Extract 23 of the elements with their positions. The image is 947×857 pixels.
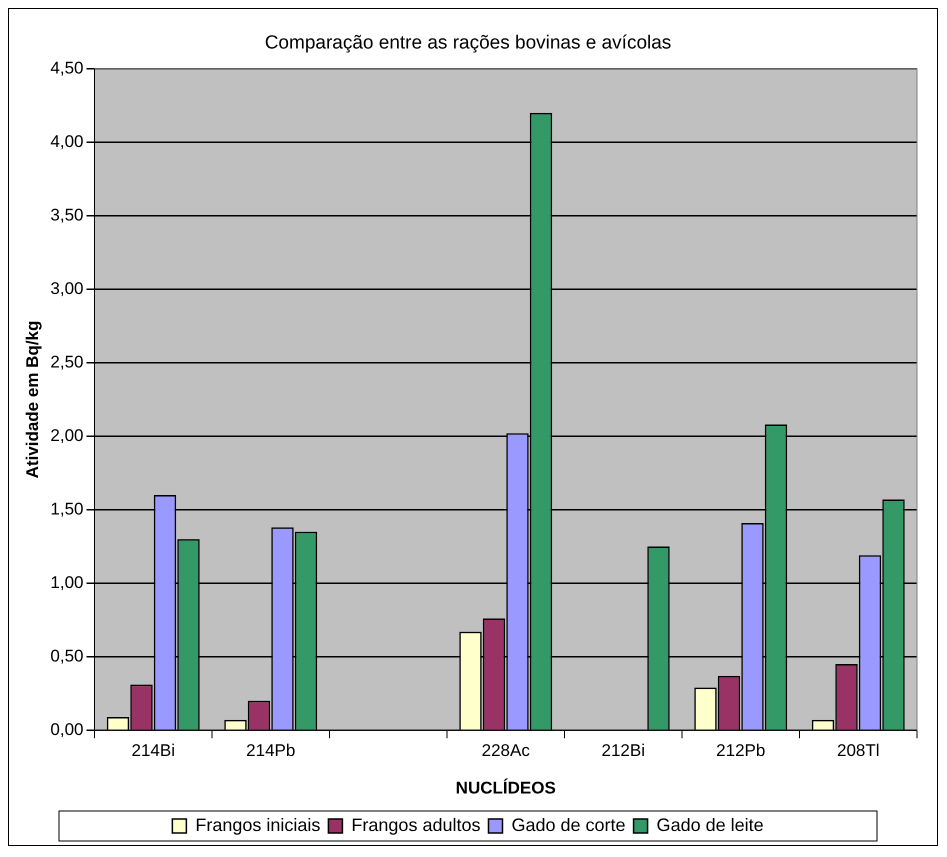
x-tick-label: 212Pb <box>716 741 766 760</box>
x-tick-label: 228Ac <box>482 741 530 760</box>
legend-label: Gado de corte <box>511 814 626 835</box>
y-tick-label: 3,50 <box>50 205 84 224</box>
x-tick-label: 214Bi <box>131 741 175 760</box>
y-axis-title: Atividade em Bq/kg <box>22 320 42 478</box>
y-tick-label: 1,50 <box>50 499 84 518</box>
y-tick-label: 2,00 <box>50 426 84 445</box>
x-tick-label: 212Bi <box>602 741 645 760</box>
chart-title: Comparação entre as rações bovinas e avícolas <box>264 32 672 54</box>
y-tick-label: 3,00 <box>50 278 84 298</box>
x-axis-title: NUCLÍDEOS <box>456 777 556 798</box>
legend-label: Gado de leite <box>656 814 764 835</box>
legend-label: Frangos iniciais <box>195 814 320 835</box>
y-tick-label: 0,50 <box>50 646 84 666</box>
y-tick-label: 2,50 <box>50 352 84 372</box>
y-tick-label: 4,00 <box>50 132 84 151</box>
y-tick-label: 4,50 <box>50 58 84 78</box>
x-tick-label: 208Tl <box>836 741 880 760</box>
y-tick-label: 0,00 <box>50 720 84 739</box>
x-tick-label: 214Pb <box>246 741 296 760</box>
legend-label: Frangos adultos <box>351 814 480 835</box>
y-tick-label: 1,00 <box>50 572 84 592</box>
